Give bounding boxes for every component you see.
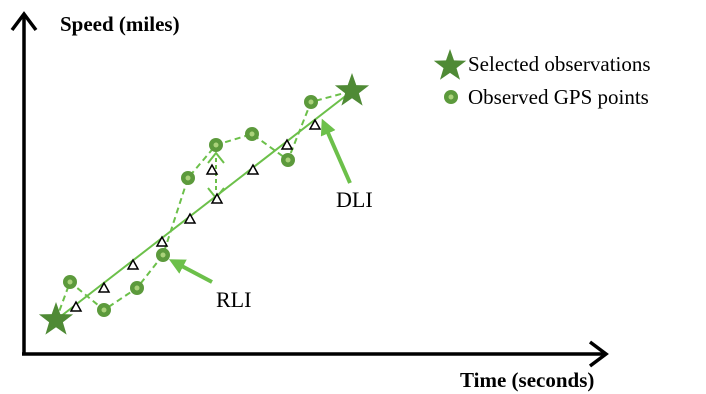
star-icon — [38, 302, 74, 335]
star-icon — [433, 49, 467, 80]
triangle-icon — [308, 118, 322, 130]
legend-observed-label: Observed GPS points — [468, 85, 649, 109]
interpolated-points — [69, 118, 322, 312]
rli-label: RLI — [216, 287, 251, 312]
dot-icon — [245, 127, 259, 141]
triangle-icon — [69, 300, 83, 312]
rli-callout-arrow — [168, 259, 213, 284]
dli-callout-arrow — [320, 118, 352, 184]
triangle-icon — [126, 258, 140, 270]
triangle-icon — [210, 192, 224, 204]
dot-icon — [63, 275, 77, 289]
dot-icon — [97, 303, 111, 317]
triangle-icon — [280, 138, 294, 150]
dot-icon — [444, 90, 458, 104]
y-axis-title: Speed (miles) — [60, 12, 180, 36]
axes — [10, 11, 609, 368]
triangle-icon — [97, 281, 111, 293]
legend: Selected observations Observed GPS point… — [433, 49, 651, 109]
triangle-icon — [205, 163, 219, 175]
dli-label: DLI — [336, 187, 373, 212]
triangle-icon — [155, 235, 169, 247]
y-axis-arrow-icon — [10, 11, 38, 32]
linear-interpolation-line — [55, 90, 353, 321]
dot-icon — [130, 281, 144, 295]
dot-icon — [156, 248, 170, 262]
x-axis-arrow-icon — [588, 340, 609, 368]
dot-icon — [209, 138, 223, 152]
triangle-icon — [183, 212, 197, 224]
star-icon — [334, 73, 370, 106]
legend-selected-label: Selected observations — [468, 52, 651, 76]
double-arrow-icon — [207, 151, 225, 200]
observed-gps-path — [55, 90, 353, 321]
dot-icon — [181, 171, 195, 185]
x-axis-title: Time (seconds) — [460, 368, 594, 392]
observed-gps-points — [63, 95, 318, 317]
triangle-icon — [246, 163, 260, 175]
dot-icon — [281, 153, 295, 167]
dot-icon — [304, 95, 318, 109]
